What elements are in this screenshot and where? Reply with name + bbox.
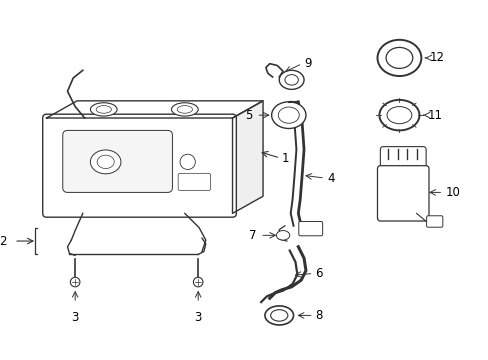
FancyBboxPatch shape	[178, 173, 210, 190]
Text: 7: 7	[248, 229, 256, 242]
Text: 2: 2	[0, 235, 6, 248]
Text: 6: 6	[315, 267, 323, 280]
Circle shape	[180, 154, 195, 170]
Ellipse shape	[285, 75, 298, 85]
FancyBboxPatch shape	[380, 147, 425, 173]
Text: 1: 1	[282, 152, 289, 165]
Text: 12: 12	[429, 51, 444, 64]
Text: 11: 11	[427, 109, 442, 122]
Text: 3: 3	[71, 311, 79, 324]
Circle shape	[70, 277, 80, 287]
FancyBboxPatch shape	[62, 130, 172, 192]
Ellipse shape	[171, 103, 198, 116]
Ellipse shape	[271, 102, 305, 129]
Ellipse shape	[276, 230, 289, 240]
Ellipse shape	[379, 100, 419, 130]
Text: 3: 3	[194, 311, 202, 324]
FancyBboxPatch shape	[42, 114, 236, 217]
Ellipse shape	[279, 70, 304, 89]
Text: 9: 9	[304, 57, 311, 70]
Text: 5: 5	[244, 109, 252, 122]
Ellipse shape	[386, 107, 411, 124]
FancyBboxPatch shape	[298, 221, 322, 236]
Ellipse shape	[270, 310, 287, 321]
Text: 8: 8	[315, 309, 322, 322]
Ellipse shape	[377, 40, 421, 76]
Ellipse shape	[177, 105, 192, 113]
Ellipse shape	[264, 306, 293, 325]
Polygon shape	[232, 101, 263, 213]
Ellipse shape	[90, 103, 117, 116]
FancyBboxPatch shape	[426, 216, 442, 227]
FancyBboxPatch shape	[377, 166, 428, 221]
Text: 4: 4	[326, 172, 334, 185]
Ellipse shape	[97, 155, 114, 168]
Ellipse shape	[96, 105, 111, 113]
Ellipse shape	[278, 107, 299, 123]
Text: 10: 10	[444, 186, 459, 199]
Ellipse shape	[386, 48, 412, 68]
Polygon shape	[46, 101, 263, 118]
Ellipse shape	[90, 150, 121, 174]
Circle shape	[193, 277, 203, 287]
